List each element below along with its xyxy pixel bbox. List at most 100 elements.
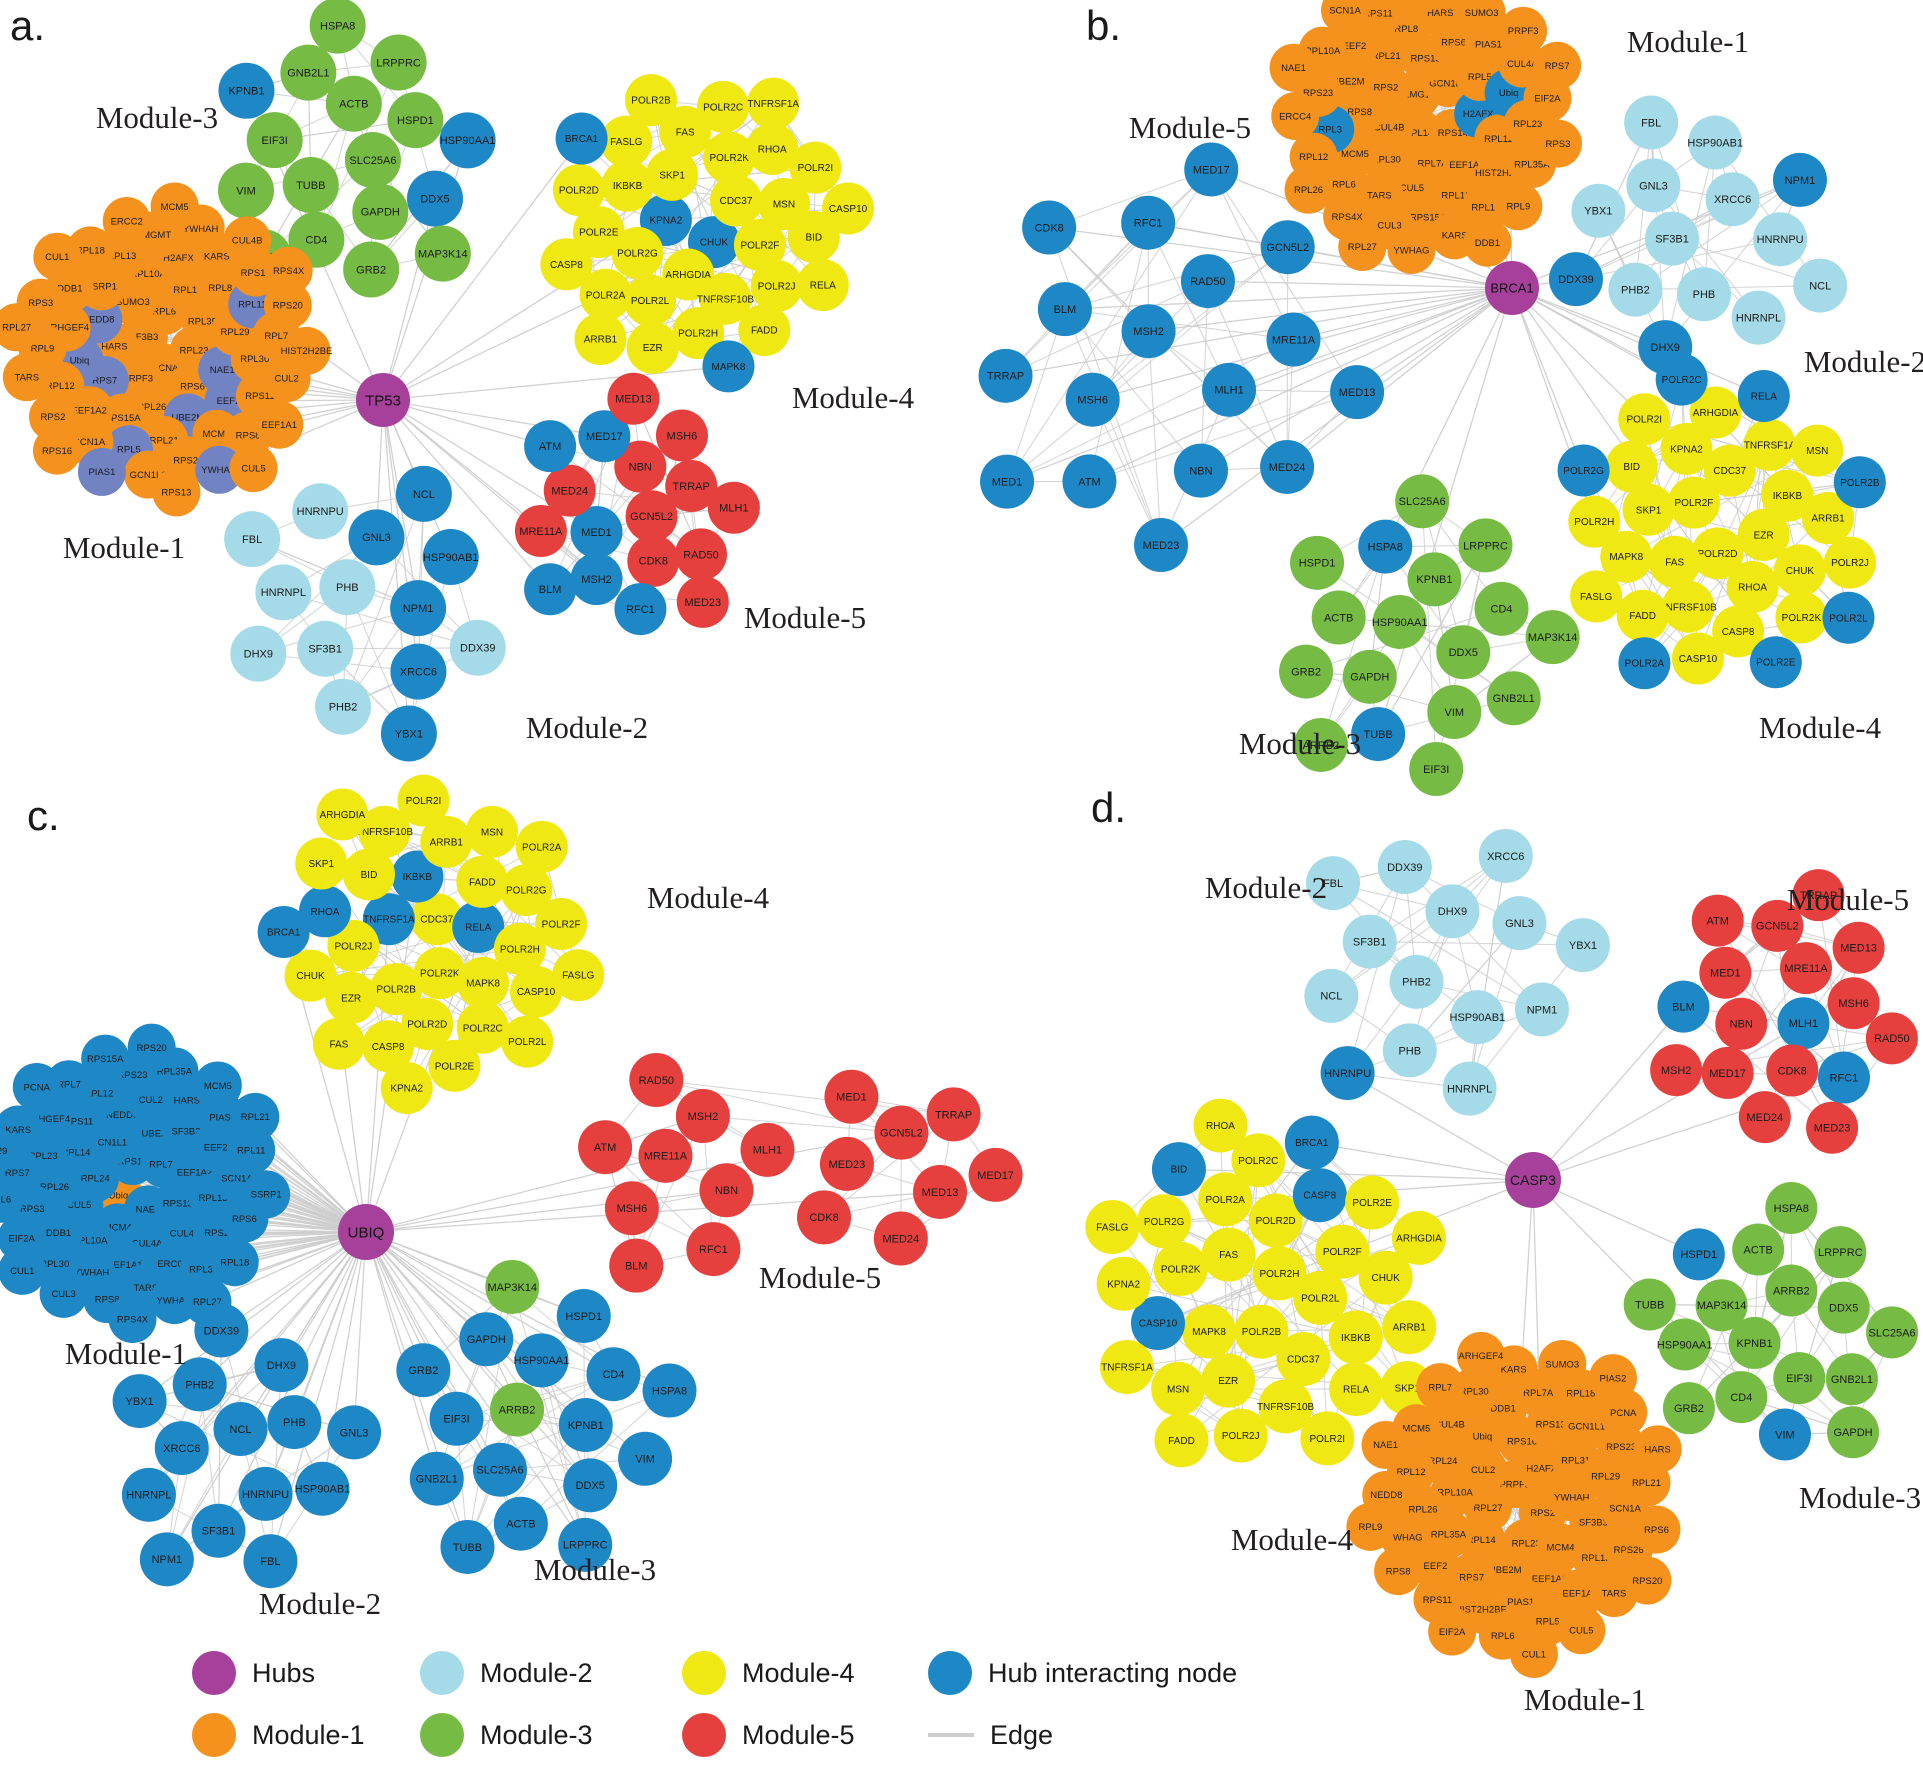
node-BRCA1 [257,906,310,959]
node-HNRNPU [292,483,349,540]
node-CUL4B [223,216,272,265]
node-label: RHOA [758,144,787,155]
hub-edge [1511,287,1666,348]
node-label: EEF1A2 [71,405,106,416]
node-label: MED24 [1269,462,1306,474]
node-label: RPS15A [87,1054,124,1065]
hub-edge [1148,287,1513,332]
node-RFC1 [1121,195,1176,250]
node-label: POLR2C [1662,375,1702,386]
node-label: BLM [539,584,562,596]
node-label: MRE11A [644,1151,688,1163]
node-RPS16 [33,426,82,475]
node-POLR2B [1833,456,1886,509]
node-POLR2C [1231,1133,1286,1188]
node-label: DDX5 [1449,647,1478,659]
node-label: NAE1 [136,1205,161,1216]
node-RPS20 [1443,0,1482,10]
hub-edge [382,399,551,447]
node-BID [1151,1142,1206,1197]
node-ERCC4 [1271,92,1320,141]
node-label: PIAS1 [1507,1597,1534,1608]
node-label: RPL5 [1536,1617,1560,1628]
node-label: NCL [413,489,435,501]
node-label: HNRNPU [1757,234,1804,246]
edge [1210,169,1358,393]
node-label: POLR2B [631,96,671,107]
node-label: RPL27 [2,323,31,334]
legend-label: Hubs [252,1657,316,1688]
node-label: MED13 [1840,943,1877,955]
node-ATM [1691,894,1744,947]
node-label: VIM [236,185,256,197]
node-ATM [1062,454,1117,509]
node-label: MSH2 [688,1111,719,1123]
hub-node-TP53 [356,373,410,427]
node-label: HNRNPU [242,1489,289,1501]
node-MED24 [873,1211,928,1266]
node-label: RPS4X [117,1314,149,1325]
node-label: RPS26 [1614,1545,1644,1556]
node-GNL3 [327,1405,382,1460]
node-label: EEF1A2 [177,1167,212,1178]
edge [1347,866,1406,1074]
edge [1653,185,1759,318]
node-ARHGDIA [662,248,715,301]
node-label: RPS6 [1644,1525,1669,1536]
node-label: LRPPRC [1463,540,1508,552]
node-label: PCNA [152,363,179,374]
node-label: RPL23 [1512,1538,1541,1549]
node-CUL1 [0,1246,47,1295]
node-RFC1 [686,1222,741,1277]
node-label: VIM [1775,1429,1795,1441]
node-label: HARS [1427,8,1453,19]
node-NBN [1715,997,1768,1050]
node-POLR2C [1655,353,1708,406]
node-label: SF3B1 [1655,233,1689,245]
module2-swatch [420,1651,464,1695]
node-label: RPS8 [1347,107,1372,118]
node-label: RPL6 [1332,180,1356,191]
node-MRE11A [514,505,567,558]
node-label: KARS [1501,1365,1527,1376]
module-label: Module-2 [1205,870,1327,905]
node-ACTB [1732,1223,1785,1276]
edge [1228,1254,1357,1390]
node-MED24 [1260,439,1315,494]
node-PHB [1382,1023,1437,1078]
node-TUBB [1351,707,1406,762]
module5-swatch [682,1713,726,1757]
node-label: SSRP1 [251,1190,282,1201]
legend-label: Module-2 [480,1657,593,1688]
node-label: CASP10 [829,204,868,215]
node-label: CUL4B [232,236,263,247]
module-label: Module-2 [1804,344,1923,379]
node-label: SSRP1 [86,282,117,293]
node-TNFRSF1A [1743,418,1796,471]
node-HNRNPL [121,1467,176,1522]
node-MSH6 [1827,977,1880,1030]
node-BLM [1037,282,1092,337]
node-FAS [659,105,712,158]
bridge-edge [702,1115,902,1134]
node-HSP90AA1 [514,1333,569,1388]
node-label: NPM1 [1785,175,1816,187]
node-label: RPL12 [1396,1467,1425,1478]
node-label: PIAS1 [209,1113,236,1124]
node-RPS8 [1374,1547,1423,1596]
node-NCL [1793,258,1848,313]
edge [1642,448,1688,616]
node-label: FASLG [562,971,594,982]
node-label: RPL26 [40,1182,69,1193]
node-MLH1 [1777,997,1830,1050]
node-FASLG [1570,570,1623,623]
node-label: RFC1 [626,604,655,616]
node-label: ERCC2 [111,216,143,227]
node-label: MSN [1167,1384,1189,1395]
node-NPM1 [1514,982,1569,1037]
node-label: RPS6 [1441,38,1466,49]
node-ARHGEF4 [1456,1331,1505,1380]
node-GNL3 [1492,896,1547,951]
node-SLC25A6 [1395,474,1450,529]
edge [342,556,452,708]
